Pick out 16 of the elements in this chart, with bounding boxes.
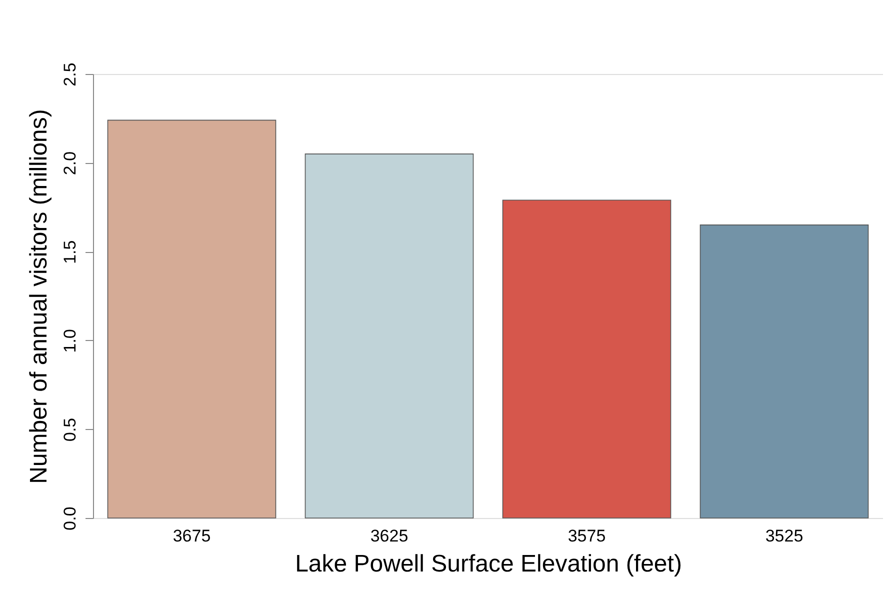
- y-axis-title: Number of annual visitors (millions): [26, 109, 52, 484]
- y-tick-label: 0.0: [60, 506, 80, 530]
- x-tick-label: 3675: [172, 526, 211, 546]
- bar: [700, 224, 869, 518]
- bar: [304, 154, 474, 518]
- x-axis-title: Lake Powell Surface Elevation (feet): [295, 550, 682, 578]
- x-tick-label: 3625: [370, 526, 408, 546]
- y-tick-label: 2.0: [60, 151, 80, 176]
- x-tick-label: 3575: [568, 526, 606, 546]
- x-tick-label: 3525: [765, 526, 804, 546]
- y-tick-label: 1.0: [60, 329, 80, 353]
- y-tick-label: 1.5: [60, 240, 80, 264]
- y-tick-label: 0.5: [60, 418, 80, 442]
- y-tick-label: 2.5: [60, 62, 80, 86]
- bar: [502, 200, 672, 518]
- bar: [107, 120, 276, 518]
